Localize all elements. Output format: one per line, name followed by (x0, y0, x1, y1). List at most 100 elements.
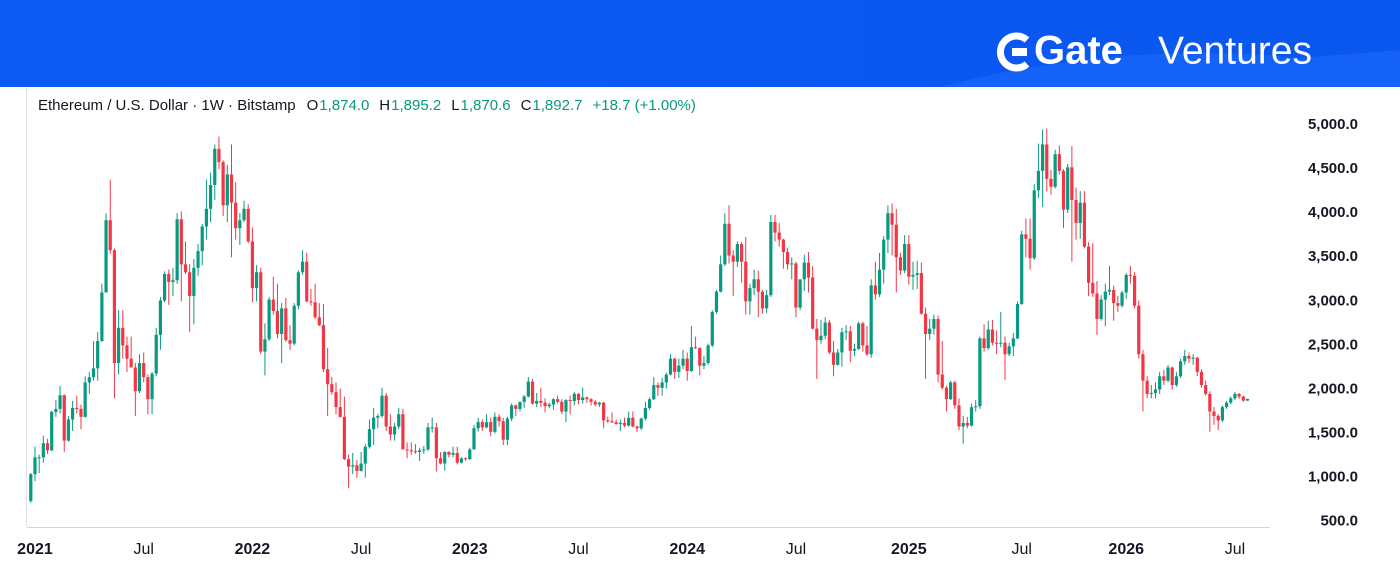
candle-body (242, 208, 246, 221)
candle-body (907, 244, 911, 277)
candle-body (1220, 407, 1224, 421)
candle-body (338, 407, 342, 417)
candle-body (1095, 293, 1099, 319)
candle-body (29, 474, 33, 501)
candle-body (501, 421, 505, 440)
brand-suffix: Ventures (1158, 29, 1312, 72)
candle-body (455, 452, 459, 463)
candle-body (91, 368, 96, 378)
candle-body (698, 348, 702, 366)
candle-body (309, 301, 313, 303)
candle-body (719, 264, 723, 292)
candle-body (760, 291, 765, 309)
candle-body (292, 305, 296, 344)
candle-body (752, 279, 756, 289)
candle-body (334, 392, 338, 408)
y-tick-label: 3,000.0 (1308, 292, 1358, 309)
candle-body (865, 345, 869, 355)
candle-body (1195, 357, 1199, 372)
candle-body (593, 401, 597, 405)
candle-body (1112, 289, 1116, 304)
candle-body (898, 257, 903, 271)
candle-body (518, 401, 522, 409)
candle-body (397, 414, 401, 427)
candle-body (635, 426, 639, 429)
y-tick-label: 5,000.0 (1308, 116, 1358, 133)
candle-body (1061, 170, 1066, 210)
candle-body (409, 450, 413, 452)
candle-body (117, 327, 121, 364)
x-tick-label: Jul (1011, 541, 1031, 558)
candle-body (756, 279, 760, 292)
candle-body (175, 219, 179, 281)
candle-body (831, 352, 836, 365)
candle-body (300, 261, 305, 273)
ohlc-key: C (521, 97, 532, 114)
candle-body (430, 427, 434, 429)
candle-body (267, 299, 271, 340)
candle-body (1003, 342, 1007, 355)
x-tick-label: 2024 (669, 541, 705, 558)
candle-body (179, 219, 183, 265)
candle-body (129, 358, 133, 368)
candle-body (438, 458, 443, 464)
candle-body (647, 399, 652, 409)
candle-body (54, 408, 58, 412)
candle-body (50, 411, 54, 451)
candle-body (530, 381, 535, 404)
candle-body (857, 323, 861, 349)
candle-body (154, 334, 158, 374)
candle-body (652, 385, 656, 400)
candle-body (827, 322, 831, 353)
candle-body (66, 419, 71, 441)
candle-body (372, 417, 376, 430)
candle-body (87, 377, 91, 383)
candle-body (188, 272, 192, 297)
candle-body (693, 347, 698, 349)
candle-body (848, 331, 852, 351)
candle-body (45, 443, 50, 451)
candle-body (823, 322, 827, 336)
candle-body (798, 279, 802, 308)
candle-body (1132, 275, 1137, 306)
candle-body (1170, 367, 1174, 386)
y-tick-label: 4,000.0 (1308, 204, 1358, 221)
candle-body (660, 382, 664, 388)
candle-body (234, 202, 238, 229)
candle-body (137, 363, 142, 392)
candle-body (673, 358, 677, 372)
candle-body (589, 399, 593, 402)
candle-body (133, 367, 137, 392)
candle-body (221, 162, 225, 206)
candle-body (627, 417, 631, 426)
candle-body (58, 395, 62, 409)
candle-body (217, 148, 221, 163)
x-tick-label: Jul (568, 541, 588, 558)
candle-body (1137, 305, 1141, 355)
ohlc-key: H (379, 97, 390, 114)
candle-body (974, 406, 978, 408)
candle-body (505, 418, 510, 440)
candle-body (1057, 154, 1061, 171)
candle-body (911, 274, 915, 277)
candle-body (773, 222, 777, 233)
candle-body (1011, 338, 1015, 347)
candle-body (246, 208, 250, 242)
candle-body (551, 399, 556, 405)
candle-body (1191, 357, 1195, 359)
x-tick-label: 2025 (891, 541, 927, 558)
candle-body (794, 263, 798, 308)
candle-body (33, 457, 37, 475)
candle-body (359, 463, 363, 472)
candle-body (351, 465, 355, 467)
candle-body (1086, 246, 1091, 283)
candle-body (622, 422, 627, 426)
candle-body (556, 399, 560, 402)
candle-body (405, 449, 409, 451)
candle-body (196, 251, 200, 268)
candle-body (146, 377, 150, 400)
x-tick-label: Jul (1225, 541, 1245, 558)
candle-body (1124, 274, 1128, 293)
candle-body (836, 352, 840, 365)
